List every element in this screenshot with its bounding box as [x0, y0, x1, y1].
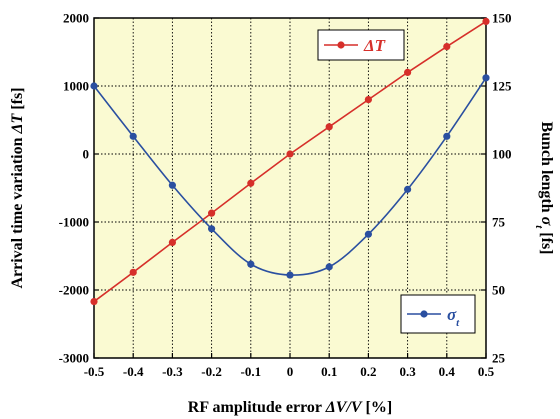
y-right-tick-label: 125: [492, 79, 512, 94]
y-left-tick-label: 0: [83, 147, 90, 162]
y-left-tick-label: -3000: [59, 351, 89, 366]
y-left-tick-label: 1000: [63, 79, 89, 94]
y-right-tick-label: 50: [492, 283, 505, 298]
bunch-length-point: [208, 225, 216, 233]
bunch-length-point: [90, 82, 98, 90]
x-tick-label: 0.5: [478, 364, 495, 379]
bunch-length-point: [364, 230, 372, 238]
arrival-time-point: [364, 96, 372, 104]
y-right-tick-label: 75: [492, 215, 506, 230]
y-right-tick-label: 150: [492, 11, 512, 26]
bunch-length-point: [443, 132, 451, 140]
x-tick-label: 0.2: [360, 364, 376, 379]
arrival-time-point: [482, 17, 490, 25]
arrival-time-point: [443, 42, 451, 51]
x-tick-label: -0.4: [123, 364, 144, 379]
legend-bunch: σt: [400, 294, 476, 334]
arrival-time-point: [90, 297, 98, 306]
series-layer: [90, 17, 490, 306]
y-right-axis-title: Bunch length σt [fs]: [533, 121, 555, 254]
bunch-length-point: [168, 181, 176, 189]
y-left-tick-label: 2000: [63, 11, 89, 26]
x-axis-title: RF amplitude error ΔV/V [%]: [188, 399, 392, 416]
y-left-axis-title: Arrival time variation ΔT [fs]: [9, 87, 26, 288]
arrival-time-point: [286, 150, 294, 158]
x-tick-label: 0: [287, 364, 294, 379]
bunch-length-point: [286, 271, 294, 279]
legend-bunch-label: σt: [447, 305, 460, 329]
bunch-length-point: [129, 132, 137, 140]
ticks: -0.5 -0.4 -0.3 -0.2 -0.1 0 0.1 0.2 0.3 0.4 0.5 2000…: [59, 11, 512, 380]
y-left-tick-label: -1000: [59, 215, 89, 230]
x-tick-label: -0.5: [84, 364, 105, 379]
y-right-tick-label: 100: [492, 147, 512, 162]
bunch-length-point: [247, 260, 255, 268]
y-left-tick-label: -2000: [59, 283, 89, 298]
x-tick-label: 0.1: [321, 364, 337, 379]
x-tick-label: 0.4: [439, 364, 456, 379]
legend-arrival: ΔT: [317, 29, 405, 61]
y-right-tick-label: 25: [492, 351, 506, 366]
x-tick-label: -0.3: [162, 364, 183, 379]
arrival-time-point: [129, 268, 137, 276]
bunch-length-point: [404, 185, 412, 193]
legend-arrival-swatch-marker: [337, 41, 345, 49]
legend: ΔT σt: [317, 29, 476, 334]
arrival-time-point: [404, 68, 412, 76]
arrival-time-point: [208, 209, 216, 217]
arrival-time-point: [168, 238, 176, 246]
x-tick-label: 0.3: [399, 364, 416, 379]
bunch-length-point: [482, 74, 490, 82]
bunch-length-point: [325, 263, 333, 271]
arrival-time-point: [325, 123, 333, 131]
legend-arrival-label: ΔT: [363, 36, 386, 55]
arrival-time-point: [247, 179, 255, 187]
legend-arrival-box: [317, 29, 405, 61]
x-tick-label: -0.2: [201, 364, 222, 379]
legend-bunch-swatch-marker: [420, 310, 428, 318]
x-tick-label: -0.1: [241, 364, 262, 379]
